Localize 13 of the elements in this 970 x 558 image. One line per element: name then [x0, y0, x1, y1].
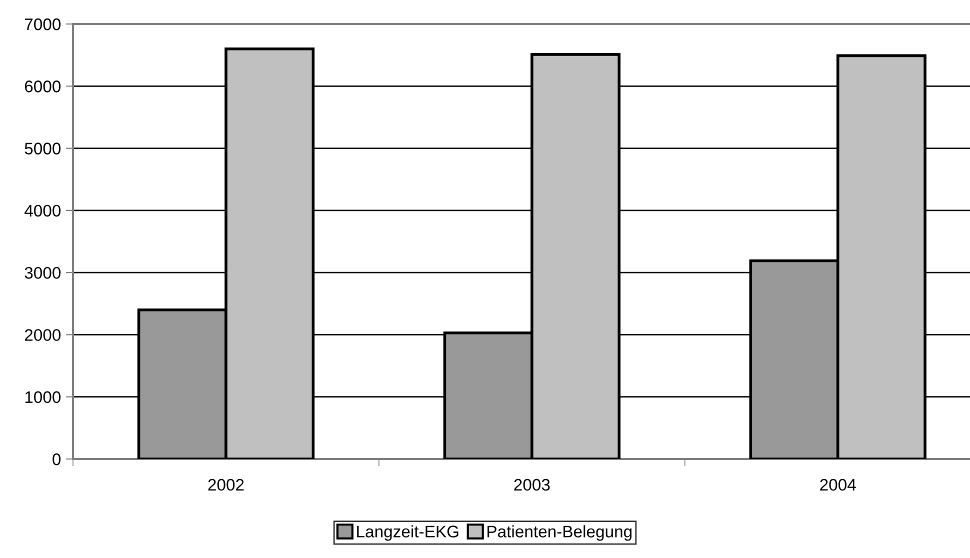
y-tick-label: 5000	[24, 142, 61, 154]
legend-label: Patienten-Belegung	[488, 525, 632, 541]
y-tick-label: 2000	[24, 329, 61, 341]
x-tick-label: 2004	[820, 478, 856, 491]
y-tick-label: 4000	[24, 204, 61, 217]
x-tick-label: 2002	[208, 478, 244, 491]
x-tick-label: 2003	[514, 478, 550, 491]
y-tick-label: 3000	[24, 266, 61, 279]
y-tick-label: 7000	[24, 18, 61, 30]
y-tick-label: 6000	[24, 80, 61, 92]
legend-label: Langzeit-EKG	[357, 525, 458, 541]
y-tick-label: 0	[52, 453, 61, 466]
y-tick-label: 1000	[25, 391, 61, 404]
